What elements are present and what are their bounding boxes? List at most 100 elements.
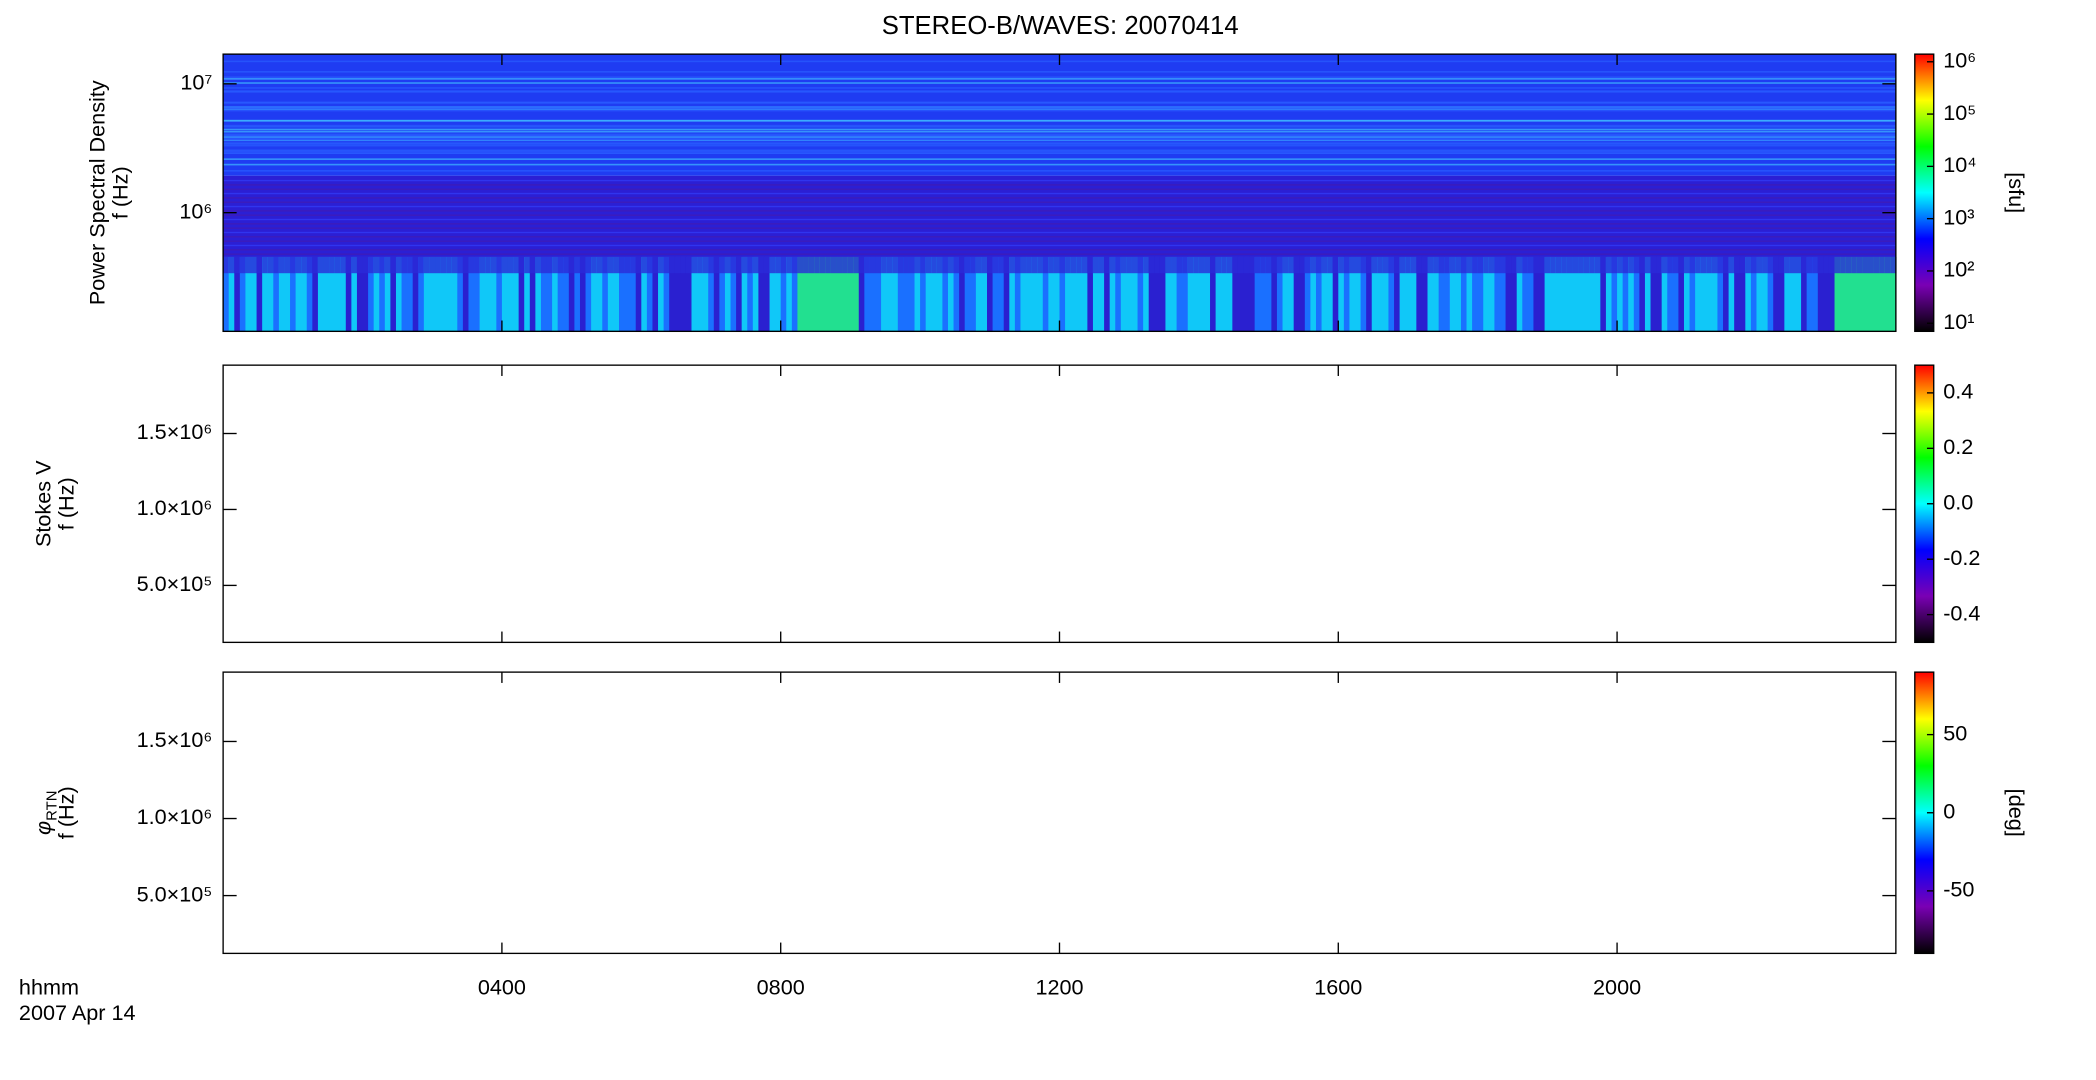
spectrogram-column bbox=[1315, 256, 1323, 274]
spectrogram-column bbox=[1399, 256, 1406, 332]
spectrogram-streak bbox=[223, 102, 1896, 104]
spectrogram-column bbox=[1377, 256, 1384, 332]
spectrogram-column bbox=[1382, 256, 1390, 332]
spectrogram-column bbox=[295, 256, 302, 332]
colorbar-tick-label: 0.2 bbox=[1943, 434, 1973, 459]
panel-frame bbox=[222, 364, 1897, 644]
spectrogram-column bbox=[736, 256, 743, 332]
spectrogram-column bbox=[724, 256, 732, 332]
spectrogram-streak bbox=[223, 130, 1896, 133]
spectrogram-column bbox=[786, 256, 793, 332]
spectrogram-column bbox=[1332, 256, 1339, 274]
spectrogram-column bbox=[797, 256, 804, 332]
spectrogram-column bbox=[1221, 256, 1228, 274]
spectrogram-column bbox=[1271, 256, 1278, 332]
spectrogram-column bbox=[819, 256, 826, 332]
spectrogram-column bbox=[1020, 256, 1027, 274]
spectrogram-column bbox=[267, 256, 274, 274]
spectrogram-column bbox=[1433, 256, 1440, 332]
spectrogram-column bbox=[607, 256, 615, 332]
spectrogram-column bbox=[646, 256, 654, 332]
spectrogram-column bbox=[970, 256, 977, 332]
spectrogram-column bbox=[842, 256, 849, 274]
spectrogram-column bbox=[897, 256, 905, 332]
spectrogram-column bbox=[630, 256, 637, 274]
spectrogram-column bbox=[1310, 256, 1317, 332]
spectrogram-column bbox=[312, 256, 319, 332]
spectrogram-column bbox=[1483, 256, 1490, 274]
spectrogram-column bbox=[1622, 256, 1629, 332]
spectrogram-column bbox=[485, 256, 492, 274]
spectrogram-column bbox=[685, 256, 693, 274]
spectrogram-column bbox=[892, 256, 899, 332]
spectrogram-column bbox=[602, 256, 609, 274]
spectrogram-column bbox=[451, 256, 458, 274]
spectrogram-column bbox=[741, 256, 748, 332]
spectrogram-column bbox=[306, 256, 314, 274]
spectrogram-streak bbox=[223, 137, 1896, 140]
spectrogram-column bbox=[290, 256, 297, 274]
spectrogram-column bbox=[869, 256, 877, 332]
spectrogram-column bbox=[1611, 256, 1618, 274]
spectrogram-column bbox=[423, 256, 431, 332]
y-tick-label: 1.0×10⁶ bbox=[137, 804, 213, 829]
spectrogram-column bbox=[384, 256, 392, 274]
spectrogram-column bbox=[351, 256, 358, 332]
spectrogram-column bbox=[635, 256, 642, 332]
spectrogram-column bbox=[479, 256, 486, 332]
y-tick-label: 1.5×10⁶ bbox=[137, 419, 213, 444]
spectrogram-column bbox=[1812, 256, 1819, 332]
spectrogram-column bbox=[1739, 256, 1746, 274]
spectrogram-streak bbox=[223, 133, 1896, 136]
spectrogram-streak bbox=[223, 149, 1896, 152]
spectrogram-column bbox=[1695, 256, 1702, 274]
spectrogram-column bbox=[1511, 256, 1518, 332]
spectrogram-column bbox=[1773, 256, 1780, 274]
spectrogram-column bbox=[853, 256, 860, 274]
colorbar-tick-label: 0.4 bbox=[1943, 379, 1973, 404]
spectrogram-column bbox=[1483, 256, 1490, 332]
spectrogram-column bbox=[1355, 256, 1362, 332]
spectrogram-column bbox=[1555, 256, 1562, 332]
spectrogram-column bbox=[395, 256, 403, 274]
spectrogram-column bbox=[1148, 256, 1155, 274]
spectrogram-column bbox=[368, 256, 375, 274]
panel-frame bbox=[222, 671, 1897, 955]
spectrogram-column bbox=[518, 256, 525, 274]
spectrogram-column bbox=[1873, 256, 1880, 332]
spectrogram-column bbox=[1539, 256, 1546, 332]
spectrogram-column bbox=[1633, 256, 1641, 274]
spectrogram-column bbox=[1254, 256, 1261, 332]
spectrogram-streak bbox=[223, 150, 1896, 153]
colorbar-tick-label: 0.0 bbox=[1943, 489, 1973, 514]
spectrogram-column bbox=[340, 256, 347, 332]
spectrogram-column bbox=[1031, 256, 1038, 274]
spectrogram-column bbox=[1527, 256, 1535, 332]
spectrogram-column bbox=[579, 256, 587, 274]
spectrogram-column bbox=[775, 256, 782, 332]
spectrogram-column bbox=[1695, 256, 1702, 332]
y-tick-label: 5.0×10⁵ bbox=[137, 571, 213, 596]
spectrogram-column bbox=[1282, 256, 1289, 274]
colorbar-tick-label: -0.2 bbox=[1943, 545, 1980, 570]
spectrogram-column bbox=[401, 256, 408, 274]
spectrogram-column bbox=[730, 256, 737, 332]
spectrogram-column bbox=[752, 256, 760, 332]
spectrogram-streak bbox=[223, 142, 1896, 144]
spectrogram-column bbox=[1271, 256, 1278, 274]
spectrogram-column bbox=[278, 256, 286, 332]
spectrogram-column bbox=[1260, 256, 1267, 274]
spectrogram-streak bbox=[223, 179, 1896, 182]
spectrogram-column bbox=[234, 256, 241, 332]
colorbar-tick-label: 10² bbox=[1943, 257, 1974, 282]
spectrogram-column bbox=[892, 256, 899, 274]
spectrogram-column bbox=[1856, 256, 1864, 274]
spectrogram-column bbox=[1884, 256, 1891, 274]
spectrogram-column bbox=[1795, 256, 1802, 332]
spectrogram-column bbox=[1120, 256, 1128, 274]
spectrogram-column bbox=[1851, 256, 1858, 332]
spectrogram-column bbox=[362, 256, 369, 274]
spectrogram-column bbox=[468, 256, 475, 274]
spectrogram-streak bbox=[223, 87, 1896, 89]
spectrogram-column bbox=[1522, 256, 1529, 274]
